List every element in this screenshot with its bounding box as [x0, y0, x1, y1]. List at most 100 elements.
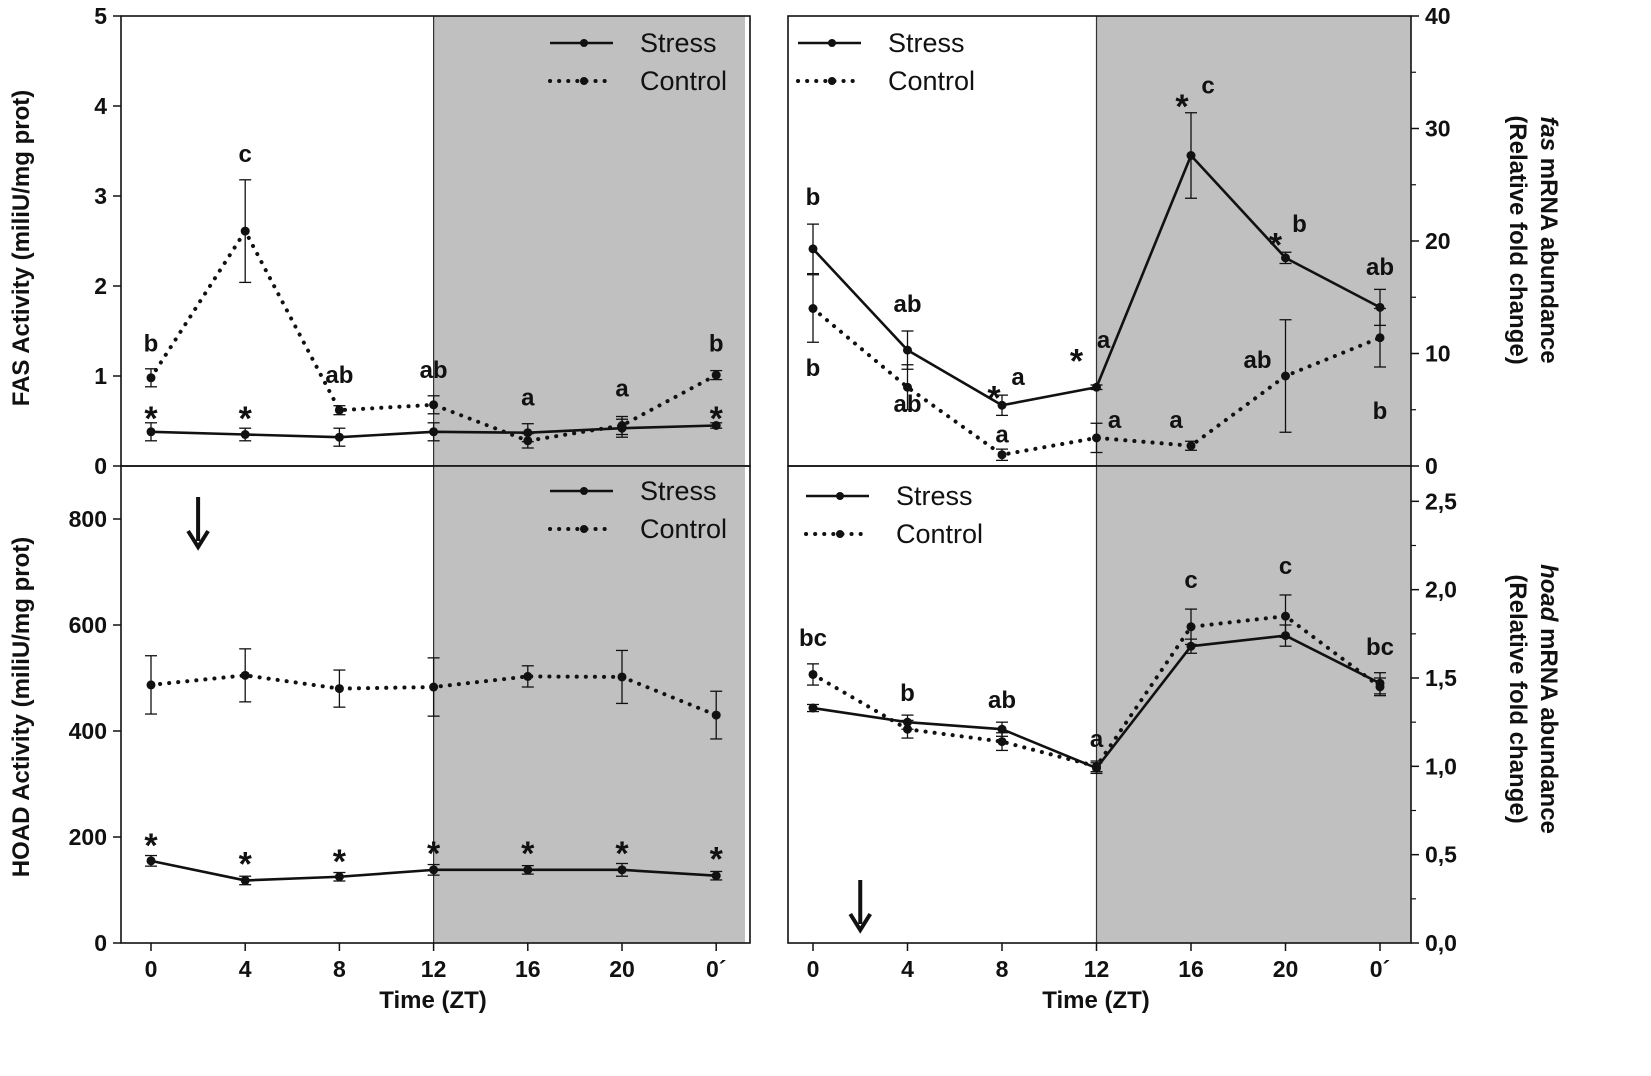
x-tick-label: 0: [807, 956, 820, 982]
plot-frame: [787, 465, 1412, 944]
dark-phase-band: [1096, 16, 1411, 466]
legend: Stress Control: [796, 28, 975, 96]
significance-star: *: [144, 827, 158, 865]
y-tick-label: 1: [94, 363, 107, 389]
data-point: [1281, 253, 1290, 263]
y-axis-label-fas-activity: FAS Activity (miliU/mg prot): [8, 90, 35, 406]
y-tick-label: 30: [1425, 116, 1451, 142]
y-tick-label: 2,5: [1425, 488, 1457, 514]
data-point: [1092, 761, 1101, 771]
data-point: [240, 670, 250, 680]
data-point: [711, 871, 721, 881]
y-tick-label: 800: [69, 506, 107, 532]
legend: Stress Control: [548, 28, 727, 96]
group-letter: ab: [893, 291, 921, 318]
group-letter: c: [1201, 73, 1214, 100]
group-letter: ab: [1243, 347, 1271, 374]
legend: Stress Control: [804, 481, 983, 549]
data-point: [429, 682, 439, 692]
data-point: [997, 724, 1007, 734]
x-tick-label: 0: [145, 956, 158, 982]
significance-star: *: [710, 400, 724, 438]
y-axis-label-hoad-mrna-line2: (Relative fold change): [1504, 574, 1531, 823]
legend-marker: [828, 39, 836, 47]
x-tick-label: 20: [1273, 956, 1299, 982]
y-axis-label-hoad-mrna: hoad mRNA abundance: [1535, 564, 1562, 834]
legend-marker: [580, 39, 588, 47]
group-letter: ab: [1366, 254, 1394, 281]
group-letter: a: [1108, 407, 1122, 434]
group-letter: b: [806, 355, 821, 382]
significance-star: *: [239, 400, 253, 438]
x-tick-label: 16: [515, 956, 541, 982]
y-axis-label-fas-mrna-gene: fas: [1535, 116, 1562, 151]
arrow-head: [848, 912, 872, 934]
group-letter: b: [144, 331, 159, 358]
group-letter: ab: [893, 391, 921, 418]
series-control: [807, 594, 1386, 773]
data-point: [711, 710, 721, 720]
y-tick-label: 1,5: [1425, 665, 1457, 691]
group-letter: ab: [988, 687, 1016, 714]
y-tick-label: 20: [1425, 228, 1451, 254]
panel-fas-mrna: fas mRNA abundance (Relative fold change…: [1504, 115, 1562, 364]
panel-fas-activity: FAS Activity (miliU/mg prot): [8, 90, 35, 406]
panel-hoad-mrna: hoad mRNA abundance (Relative fold chang…: [1042, 564, 1562, 1014]
chart-hoad-mrna: 0,0 0,5 1,0 1,5 2,0 2,5 0 4 8 12 16 20 0´ bc b ab a c c bc S…: [787, 465, 1457, 982]
series-control: [145, 648, 723, 740]
group-letter: b: [709, 331, 724, 358]
group-letter: b: [1373, 398, 1388, 425]
data-point: [997, 737, 1007, 747]
group-letter: a: [615, 376, 629, 403]
data-point: [711, 421, 721, 430]
data-point: [146, 427, 156, 437]
legend-label-control: Control: [896, 519, 983, 549]
x-tick-label: 16: [1178, 956, 1204, 982]
dark-phase-band: [1096, 466, 1411, 943]
data-point: [1375, 302, 1385, 312]
data-point: [146, 373, 156, 383]
data-point: [903, 382, 912, 392]
group-letter: c: [239, 141, 252, 168]
dark-phase-band: [433, 466, 745, 943]
legend-label-control: Control: [640, 514, 727, 544]
data-point: [808, 304, 818, 313]
group-letter: a: [521, 385, 535, 412]
y-tick-label: 4: [94, 93, 107, 119]
data-point: [334, 684, 344, 694]
data-point: [1092, 433, 1101, 443]
significance-star: *: [333, 843, 347, 881]
legend-marker: [836, 530, 844, 538]
data-point: [334, 405, 344, 415]
y-axis-label-hoad-mrna-gene: hoad: [1535, 564, 1562, 623]
group-letter: b: [806, 184, 821, 211]
significance-star: *: [427, 835, 441, 873]
legend-label-control: Control: [640, 66, 727, 96]
data-point: [523, 671, 533, 681]
group-letter: a: [1169, 407, 1183, 434]
data-point: [429, 865, 439, 875]
group-letter: a: [995, 421, 1009, 448]
group-letter: ab: [325, 362, 353, 389]
x-tick-label: 20: [609, 956, 635, 982]
y-tick-label: 2,0: [1425, 577, 1457, 603]
y-axis-label-fas-mrna: fas mRNA abundance: [1535, 116, 1562, 363]
group-letter: a: [1097, 327, 1111, 354]
significance-star: *: [1269, 227, 1283, 265]
y-tick-label: 40: [1425, 3, 1451, 29]
y-tick-label: 2: [94, 273, 107, 299]
data-point: [523, 865, 533, 875]
legend-label-stress: Stress: [640, 28, 717, 58]
y-tick-label: 3: [94, 183, 107, 209]
x-axis-label-hoad-activity: Time (ZT): [379, 987, 487, 1014]
x-tick-label: 8: [996, 956, 1009, 982]
arrow-head: [186, 529, 210, 551]
y-axis-label-fas-mrna-line2: (Relative fold change): [1504, 115, 1531, 364]
data-point: [334, 872, 344, 882]
data-point: [1186, 622, 1196, 632]
data-point: [146, 680, 156, 690]
series-control: [145, 179, 723, 449]
x-tick-label: 4: [901, 956, 914, 982]
data-point: [146, 856, 156, 866]
